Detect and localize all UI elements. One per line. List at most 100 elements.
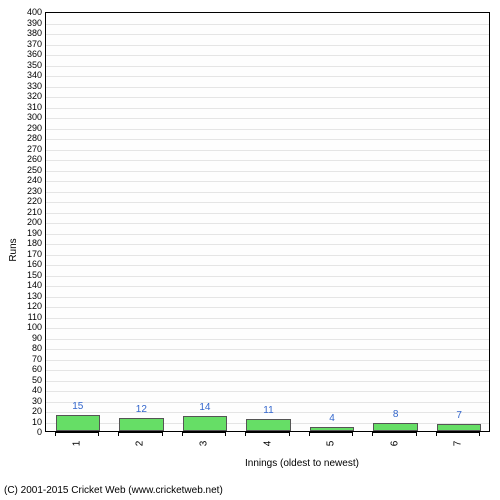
gridline bbox=[46, 339, 489, 340]
bar-value-label: 14 bbox=[199, 402, 210, 413]
gridline bbox=[46, 265, 489, 266]
gridline bbox=[46, 150, 489, 151]
xtick-label: 6 bbox=[389, 441, 400, 447]
ytick-label: 150 bbox=[12, 270, 42, 280]
ytick-label: 380 bbox=[12, 28, 42, 38]
gridline bbox=[46, 360, 489, 361]
xtick-group-tick bbox=[98, 432, 99, 436]
ytick-label: 190 bbox=[12, 228, 42, 238]
gridline bbox=[46, 381, 489, 382]
gridline bbox=[46, 402, 489, 403]
xtick-group-tick bbox=[309, 432, 310, 436]
ytick-label: 20 bbox=[12, 406, 42, 416]
bar-value-label: 4 bbox=[329, 413, 335, 424]
gridline bbox=[46, 234, 489, 235]
ytick-label: 400 bbox=[12, 7, 42, 17]
xtick-label: 7 bbox=[453, 441, 464, 447]
ytick-label: 100 bbox=[12, 322, 42, 332]
gridline bbox=[46, 55, 489, 56]
ytick-label: 180 bbox=[12, 238, 42, 248]
bar-value-label: 7 bbox=[456, 410, 462, 421]
bar-value-label: 11 bbox=[263, 405, 273, 416]
xtick-label: 5 bbox=[326, 441, 337, 447]
plot-area: 15121411487 bbox=[45, 12, 490, 432]
copyright-text: (C) 2001-2015 Cricket Web (www.cricketwe… bbox=[4, 485, 223, 496]
ytick-label: 30 bbox=[12, 396, 42, 406]
ytick-label: 290 bbox=[12, 123, 42, 133]
bar bbox=[56, 415, 101, 431]
ytick-label: 200 bbox=[12, 217, 42, 227]
xtick-group-line bbox=[182, 432, 227, 433]
ytick-label: 170 bbox=[12, 249, 42, 259]
gridline bbox=[46, 202, 489, 203]
ytick-label: 350 bbox=[12, 60, 42, 70]
bar bbox=[183, 416, 228, 431]
ytick-label: 120 bbox=[12, 301, 42, 311]
xtick-label: 4 bbox=[262, 441, 273, 447]
ytick-label: 210 bbox=[12, 207, 42, 217]
ytick-label: 90 bbox=[12, 333, 42, 343]
x-axis-label: Innings (oldest to newest) bbox=[245, 458, 359, 469]
gridline bbox=[46, 213, 489, 214]
gridline bbox=[46, 108, 489, 109]
gridline bbox=[46, 223, 489, 224]
xtick-group-tick bbox=[416, 432, 417, 436]
gridline bbox=[46, 87, 489, 88]
ytick-label: 130 bbox=[12, 291, 42, 301]
ytick-label: 250 bbox=[12, 165, 42, 175]
xtick-group-tick bbox=[162, 432, 163, 436]
ytick-label: 270 bbox=[12, 144, 42, 154]
gridline bbox=[46, 318, 489, 319]
bar bbox=[246, 419, 291, 431]
ytick-label: 80 bbox=[12, 343, 42, 353]
ytick-label: 390 bbox=[12, 18, 42, 28]
xtick-label: 3 bbox=[198, 441, 209, 447]
gridline bbox=[46, 192, 489, 193]
gridline bbox=[46, 34, 489, 35]
ytick-label: 300 bbox=[12, 112, 42, 122]
ytick-label: 330 bbox=[12, 81, 42, 91]
xtick-label: 2 bbox=[135, 441, 146, 447]
xtick-group-line bbox=[436, 432, 481, 433]
gridline bbox=[46, 307, 489, 308]
ytick-label: 160 bbox=[12, 259, 42, 269]
xtick-group-line bbox=[309, 432, 354, 433]
bar bbox=[373, 423, 418, 431]
xtick-group-tick bbox=[245, 432, 246, 436]
xtick-group-tick bbox=[479, 432, 480, 436]
gridline bbox=[46, 244, 489, 245]
bar-value-label: 8 bbox=[393, 409, 399, 420]
ytick-label: 370 bbox=[12, 39, 42, 49]
ytick-label: 10 bbox=[12, 417, 42, 427]
gridline bbox=[46, 370, 489, 371]
gridline bbox=[46, 97, 489, 98]
gridline bbox=[46, 24, 489, 25]
ytick-label: 360 bbox=[12, 49, 42, 59]
gridline bbox=[46, 160, 489, 161]
xtick-group-tick bbox=[372, 432, 373, 436]
xtick-group-line bbox=[55, 432, 100, 433]
gridline bbox=[46, 66, 489, 67]
xtick-group-tick bbox=[436, 432, 437, 436]
gridline bbox=[46, 297, 489, 298]
bar bbox=[310, 427, 355, 431]
xtick-label: 1 bbox=[71, 441, 82, 447]
gridline bbox=[46, 255, 489, 256]
bar-value-label: 15 bbox=[72, 401, 83, 412]
ytick-label: 220 bbox=[12, 196, 42, 206]
bar bbox=[437, 424, 482, 431]
gridline bbox=[46, 76, 489, 77]
xtick-group-tick bbox=[55, 432, 56, 436]
gridline bbox=[46, 139, 489, 140]
gridline bbox=[46, 118, 489, 119]
ytick-label: 0 bbox=[12, 427, 42, 437]
ytick-label: 310 bbox=[12, 102, 42, 112]
xtick-group-tick bbox=[225, 432, 226, 436]
bar bbox=[119, 418, 164, 431]
gridline bbox=[46, 286, 489, 287]
ytick-label: 140 bbox=[12, 280, 42, 290]
gridline bbox=[46, 349, 489, 350]
xtick-group-line bbox=[118, 432, 163, 433]
gridline bbox=[46, 129, 489, 130]
xtick-group-tick bbox=[289, 432, 290, 436]
